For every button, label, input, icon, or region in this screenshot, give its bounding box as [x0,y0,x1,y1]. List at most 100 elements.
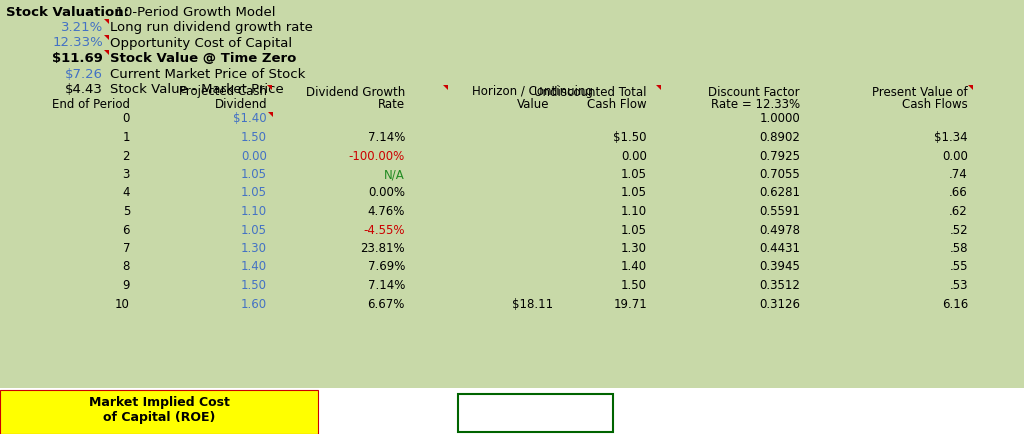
Text: 0.00: 0.00 [942,149,968,162]
Polygon shape [656,85,662,89]
Text: Discount Factor: Discount Factor [709,85,800,99]
Text: Dividend Growth: Dividend Growth [306,85,406,99]
Text: 9: 9 [123,279,130,292]
Text: 4.76%: 4.76% [368,205,406,218]
Text: 3: 3 [123,168,130,181]
Text: 2: 2 [123,149,130,162]
Text: 1.40: 1.40 [241,260,267,273]
Text: 6.16: 6.16 [942,297,968,310]
Text: 1.05: 1.05 [241,168,267,181]
Text: End of Period: End of Period [52,99,130,112]
Text: 0.5591: 0.5591 [759,205,800,218]
Text: 10: 10 [115,297,130,310]
Text: Stock Valuation:: Stock Valuation: [6,6,129,19]
Text: 1.60: 1.60 [241,297,267,310]
Bar [0,390,318,434]
Text: Horizon / Continuing: Horizon / Continuing [472,85,594,99]
Bar [0,0,1024,388]
Text: 1.0000: 1.0000 [759,112,800,125]
Text: 0.4978: 0.4978 [759,224,800,237]
Text: 0.7925: 0.7925 [759,149,800,162]
Text: Rate = 12.33%: Rate = 12.33% [711,99,800,112]
Text: 12.33%: 12.33% [52,36,103,49]
Text: 1.30: 1.30 [621,242,647,255]
Text: $1.34: $1.34 [934,131,968,144]
Polygon shape [104,19,109,24]
Text: Market Implied Cost
of Capital (ROE): Market Implied Cost of Capital (ROE) [88,396,229,424]
Text: -4.55%: -4.55% [364,224,406,237]
Polygon shape [968,85,973,89]
Text: 1.30: 1.30 [241,242,267,255]
Text: 1.05: 1.05 [621,168,647,181]
Text: 5: 5 [123,205,130,218]
Text: 1.05: 1.05 [241,187,267,200]
Text: Value: Value [517,99,549,112]
Text: 6.67%: 6.67% [368,297,406,310]
Bar [458,394,613,432]
Text: 7: 7 [123,242,130,255]
Text: Dividend: Dividend [214,99,267,112]
Text: .52: .52 [949,224,968,237]
Text: 1.50: 1.50 [241,131,267,144]
Text: Long run dividend growth rate: Long run dividend growth rate [110,21,313,34]
Text: 7.69%: 7.69% [368,260,406,273]
Text: Opportunity Cost of Capital: Opportunity Cost of Capital [110,36,292,49]
Text: 4: 4 [123,187,130,200]
Text: Cash Flow: Cash Flow [588,99,647,112]
Text: 0.7055: 0.7055 [759,168,800,181]
Text: $11.69: $11.69 [52,52,103,65]
Text: Rate: Rate [378,99,406,112]
Text: $4.43: $4.43 [66,83,103,96]
Text: $7.26: $7.26 [65,68,103,80]
Text: .55: .55 [949,260,968,273]
Text: -100.00%: -100.00% [349,149,406,162]
Text: $18.11: $18.11 [512,297,554,310]
Text: 0.00: 0.00 [622,149,647,162]
Text: 0: 0 [123,112,130,125]
Text: 1.10: 1.10 [241,205,267,218]
Text: 1.05: 1.05 [621,224,647,237]
Text: 0.8902: 0.8902 [759,131,800,144]
Text: Stock Value - Market Price: Stock Value - Market Price [110,83,284,96]
Text: 6: 6 [123,224,130,237]
Text: .53: .53 [949,279,968,292]
Text: .66: .66 [949,187,968,200]
Text: 0.6281: 0.6281 [759,187,800,200]
Text: 1.05: 1.05 [241,224,267,237]
Text: N/A: N/A [384,168,406,181]
Polygon shape [267,85,272,89]
Text: .62: .62 [949,205,968,218]
Text: 1.50: 1.50 [621,279,647,292]
Text: 3.21%: 3.21% [60,21,103,34]
Text: 0.4431: 0.4431 [759,242,800,255]
Text: 7.14%: 7.14% [368,131,406,144]
Text: 0.3512: 0.3512 [759,279,800,292]
Text: $1.40: $1.40 [233,112,267,125]
Polygon shape [104,50,109,55]
Text: 23.81%: 23.81% [360,242,406,255]
Text: Projected Cash: Projected Cash [179,85,267,99]
Text: 10-Period Growth Model: 10-Period Growth Model [106,6,275,19]
Text: 1.40: 1.40 [621,260,647,273]
Text: 1: 1 [123,131,130,144]
Text: 0.3126: 0.3126 [759,297,800,310]
Polygon shape [104,34,109,39]
Polygon shape [443,85,449,89]
Text: Current Market Price of Stock: Current Market Price of Stock [110,68,305,80]
Text: 19.71: 19.71 [613,297,647,310]
Text: 0.00%: 0.00% [368,187,406,200]
Text: 1.50: 1.50 [241,279,267,292]
Text: Cash Flows: Cash Flows [902,99,968,112]
Text: Undiscounted Total: Undiscounted Total [535,85,647,99]
Polygon shape [268,112,273,116]
Text: Present Value of: Present Value of [872,85,968,99]
Text: 1.10: 1.10 [621,205,647,218]
Text: Stock Value @ Time Zero: Stock Value @ Time Zero [110,52,296,65]
Text: 8: 8 [123,260,130,273]
Text: 7.14%: 7.14% [368,279,406,292]
Text: .74: .74 [949,168,968,181]
Text: 0.00: 0.00 [241,149,267,162]
Text: 0.3945: 0.3945 [759,260,800,273]
Text: 1.05: 1.05 [621,187,647,200]
Text: $1.50: $1.50 [613,131,647,144]
